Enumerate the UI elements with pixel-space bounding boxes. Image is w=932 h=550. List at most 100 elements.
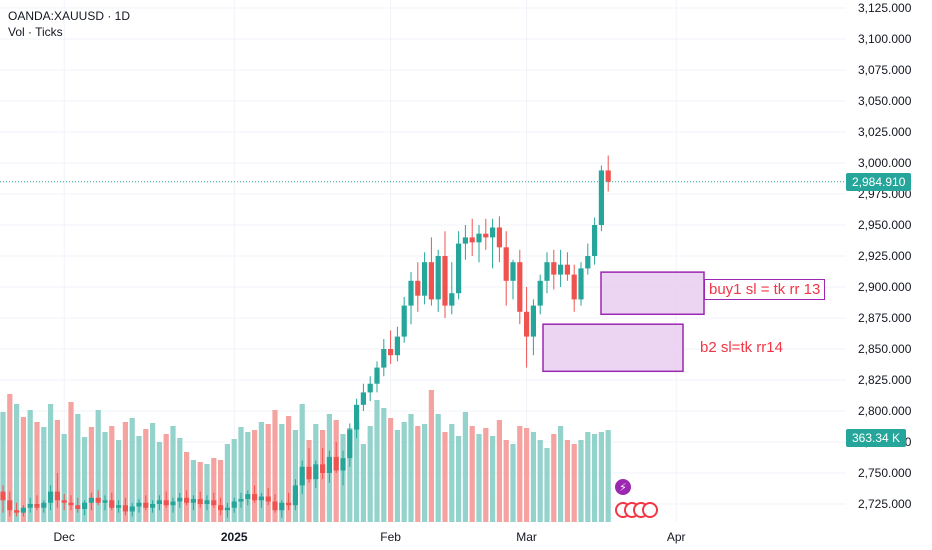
candle-body: [564, 264, 570, 275]
candle-body: [231, 501, 237, 508]
volume-bar: [415, 426, 421, 522]
candle-body: [68, 502, 74, 506]
candle-body: [177, 497, 183, 502]
volume-bar: [422, 424, 428, 522]
volume-bar: [245, 432, 251, 522]
volume-bar: [211, 458, 217, 522]
volume-bar: [82, 437, 88, 522]
volume-bar: [462, 412, 468, 522]
price-zone: [600, 271, 705, 316]
time-tick-label: 2025: [221, 530, 248, 544]
volume-bar: [61, 434, 67, 522]
volume-bar: [54, 420, 60, 522]
candle-body: [503, 247, 509, 281]
volume-bar: [265, 424, 271, 522]
volume-bar: [530, 432, 536, 522]
last-price-tag: 2,984.910: [846, 173, 912, 191]
candle-body: [238, 499, 244, 502]
volume-bar: [449, 424, 455, 522]
candle-body: [326, 456, 332, 473]
volume-bar: [258, 422, 264, 522]
candle-body: [14, 510, 20, 513]
volume-bar: [41, 427, 47, 522]
candle-body: [265, 496, 271, 502]
volume-bar: [442, 432, 448, 522]
candle-body: [347, 429, 353, 459]
lightning-icon: [615, 479, 631, 495]
volume-bar: [374, 400, 380, 522]
candle-body: [204, 500, 210, 504]
volume-bar: [510, 444, 516, 522]
volume-bar: [367, 426, 373, 522]
candle-body: [313, 464, 319, 480]
candle-body: [598, 170, 604, 225]
volume-bar: [517, 426, 523, 522]
candle-body: [449, 293, 455, 306]
volume-bar: [143, 429, 149, 522]
time-tick-label: Dec: [54, 530, 75, 544]
volume-bar: [360, 444, 366, 522]
zone2-annotation[interactable]: b2 sl=tk rr14: [700, 339, 783, 356]
volume-bar: [483, 428, 489, 522]
price-tick-label: 2,925.000: [858, 249, 912, 263]
candle-body: [524, 311, 530, 337]
candle-body: [41, 502, 47, 508]
volume-bar: [490, 436, 496, 522]
candle-body: [27, 504, 33, 508]
candle-body: [456, 243, 462, 294]
candle-body: [306, 466, 312, 480]
candle-body: [95, 497, 101, 503]
candle-body: [415, 280, 421, 296]
candle-body: [7, 500, 13, 511]
volume-bar: [136, 436, 142, 522]
lightning-glyph: ⚡: [619, 481, 627, 494]
candle-body: [360, 392, 366, 405]
volume-bar: [163, 434, 169, 522]
candle-body: [490, 227, 496, 238]
volume-bar: [292, 430, 298, 522]
volume-bar: [564, 440, 570, 522]
price-zone: [542, 323, 684, 373]
candle-body: [211, 500, 217, 506]
volume-bar: [578, 440, 584, 522]
candle-body: [354, 404, 360, 430]
economic-event-icon: [642, 502, 658, 518]
price-tick-label: 2,750.000: [858, 466, 912, 480]
volume-bar: [496, 420, 502, 522]
candle-body: [592, 225, 598, 256]
candle-body: [374, 367, 380, 384]
volume-bar: [68, 402, 74, 522]
price-tick-label: 2,825.000: [858, 373, 912, 387]
volume-bar: [456, 436, 462, 522]
volume-bar: [476, 434, 482, 522]
candle-body: [88, 497, 94, 503]
candle-body: [483, 233, 489, 238]
volume-bar: [204, 464, 210, 522]
volume-bar: [592, 434, 598, 522]
zone1-annotation[interactable]: buy1 sl = tk rr 13: [704, 279, 826, 300]
volume-bar: [20, 417, 26, 522]
volume-bar: [524, 428, 530, 522]
volume-bar: [401, 422, 407, 522]
candle-body: [333, 456, 339, 471]
price-tick-label: 2,850.000: [858, 342, 912, 356]
candle-body: [20, 507, 26, 513]
candle-body: [476, 233, 482, 243]
volume-bar: [408, 414, 414, 522]
volume-bar: [177, 438, 183, 522]
candle-body: [109, 500, 115, 508]
candle-body: [224, 507, 230, 511]
volume-bar: [88, 427, 94, 522]
volume-bar: [252, 430, 258, 522]
volume-bar: [585, 432, 591, 522]
volume-bar: [558, 426, 564, 522]
price-tick-label: 2,900.000: [858, 280, 912, 294]
candle-body: [54, 491, 60, 501]
candle-body: [571, 274, 577, 300]
candle-body: [129, 506, 135, 512]
price-tick-label: 2,875.000: [858, 311, 912, 325]
candle-body: [82, 502, 88, 509]
candle-body: [469, 237, 475, 243]
candle-body: [190, 499, 196, 503]
